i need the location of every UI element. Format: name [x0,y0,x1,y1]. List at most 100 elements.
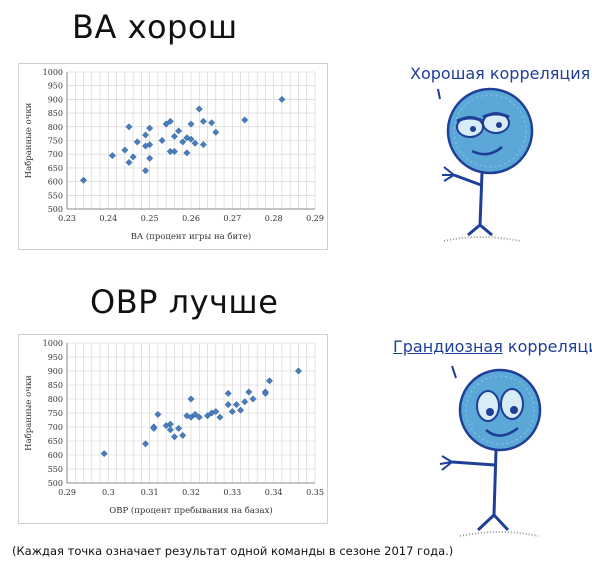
x-tick-label: 0.35 [306,488,324,497]
x-tick-label: 0.34 [265,488,283,497]
speech-good-correlation: Хорошая корреляция. [410,64,592,83]
data-point [261,389,269,397]
x-tick-label: 0.27 [223,214,241,223]
data-point [294,367,303,375]
data-point [232,401,241,409]
data-point [100,450,108,458]
data-point [195,413,203,421]
data-point [183,412,191,420]
y-tick-label: 900 [48,367,63,376]
data-point [199,117,207,125]
chart-ba-frame: 500 550 600 650 700 750 800 850 900 950 1000 0.23 0.… [18,63,328,250]
data-point [187,120,195,128]
x-axis-label: BA (процент игры на бите) [131,231,252,242]
data-point [224,401,232,409]
data-point [245,388,253,396]
y-tick-label: 750 [48,137,63,146]
data-point [212,408,220,416]
data-point [146,154,154,162]
data-point [191,410,199,418]
data-point [170,433,179,441]
data-point [162,120,170,128]
y-tick-label: 850 [48,109,63,118]
y-tick-label: 850 [48,381,63,390]
x-tick-label: 0.32 [182,488,200,497]
x-tick-label: 0.29 [306,214,324,223]
data-point [166,420,174,428]
y-tick-label: 700 [48,423,63,432]
data-point [141,131,150,139]
y-tick-label: 900 [48,95,63,104]
heading-ba-good: BA хорош [72,8,238,46]
x-tick-label: 0.26 [182,214,200,223]
data-point [187,395,195,403]
speech-correlation-word: корреляция! [507,337,592,356]
caption: (Каждая точка означает результат одной к… [12,544,454,558]
x-tick-label: 0.23 [58,214,76,223]
y-tick-label: 950 [48,82,63,91]
data-point [237,406,245,414]
data-point [154,410,162,418]
chart-obp: 500 550 600 650 700 750 800 850 900 950 1000 0.29 0.… [23,339,324,516]
y-tick-label: 750 [48,409,63,418]
data-point [208,119,216,127]
y-tick-label: 600 [48,451,63,460]
data-point [133,138,141,146]
x-axis-label: OBP (процент пребывания на базах) [109,505,272,516]
chart-ba: 500 550 600 650 700 750 800 850 900 950 1000 0.23 0.… [23,68,324,242]
data-point [108,152,117,160]
data-point [125,158,133,166]
data-point [179,431,187,439]
y-tick-label: 550 [48,465,63,474]
y-tick-label: 1000 [43,339,63,348]
data-point [170,132,179,140]
data-point [224,389,232,397]
data-point [175,424,183,432]
y-axis-label: Набранные очки [23,375,34,451]
data-point [216,413,224,421]
data-point [191,139,199,147]
y-axis-label: Набранные очки [23,102,34,178]
chart-obp-frame: 500 550 600 650 700 750 800 850 900 950 1000 0.29 0.… [18,334,328,524]
stick-figure-delighted [439,365,542,537]
data-point [241,398,249,406]
data-point [199,141,207,149]
data-point [129,153,137,161]
y-tick-label: 800 [48,395,63,404]
y-tick-label: 600 [48,178,63,187]
x-tick-label: 0.28 [265,214,283,223]
stick-figure-smirking [437,87,534,242]
data-point [241,116,249,124]
x-tick-label: 0.31 [141,488,159,497]
data-point [146,141,154,149]
y-tick-label: 950 [48,353,63,362]
data-point [175,127,183,135]
x-tick-label: 0.3 [102,488,115,497]
data-point [158,136,166,145]
y-tick-label: 700 [48,150,63,159]
y-tick-label: 500 [48,205,63,214]
x-tick-label: 0.25 [141,214,159,223]
data-point [228,408,236,416]
data-point [203,412,212,420]
data-point [150,424,158,432]
x-tick-label: 0.24 [99,214,117,223]
data-point [195,105,203,113]
data-point [249,395,257,403]
data-point [141,167,150,175]
y-tick-label: 650 [48,437,63,446]
data-point [166,117,174,125]
data-point [121,146,129,154]
x-tick-label: 0.33 [223,488,241,497]
y-tick-label: 1000 [43,68,63,77]
y-tick-label: 550 [48,191,63,200]
data-point [179,138,187,146]
speech-great-correlation: Грандиозная корреляция! [393,337,592,356]
heading-obp-better: OBP лучше [90,283,279,321]
y-tick-label: 800 [48,123,63,132]
data-point [212,128,220,136]
data-point [187,413,195,421]
y-tick-label: 650 [48,164,63,173]
data-point [125,123,133,131]
data-point [265,377,274,385]
